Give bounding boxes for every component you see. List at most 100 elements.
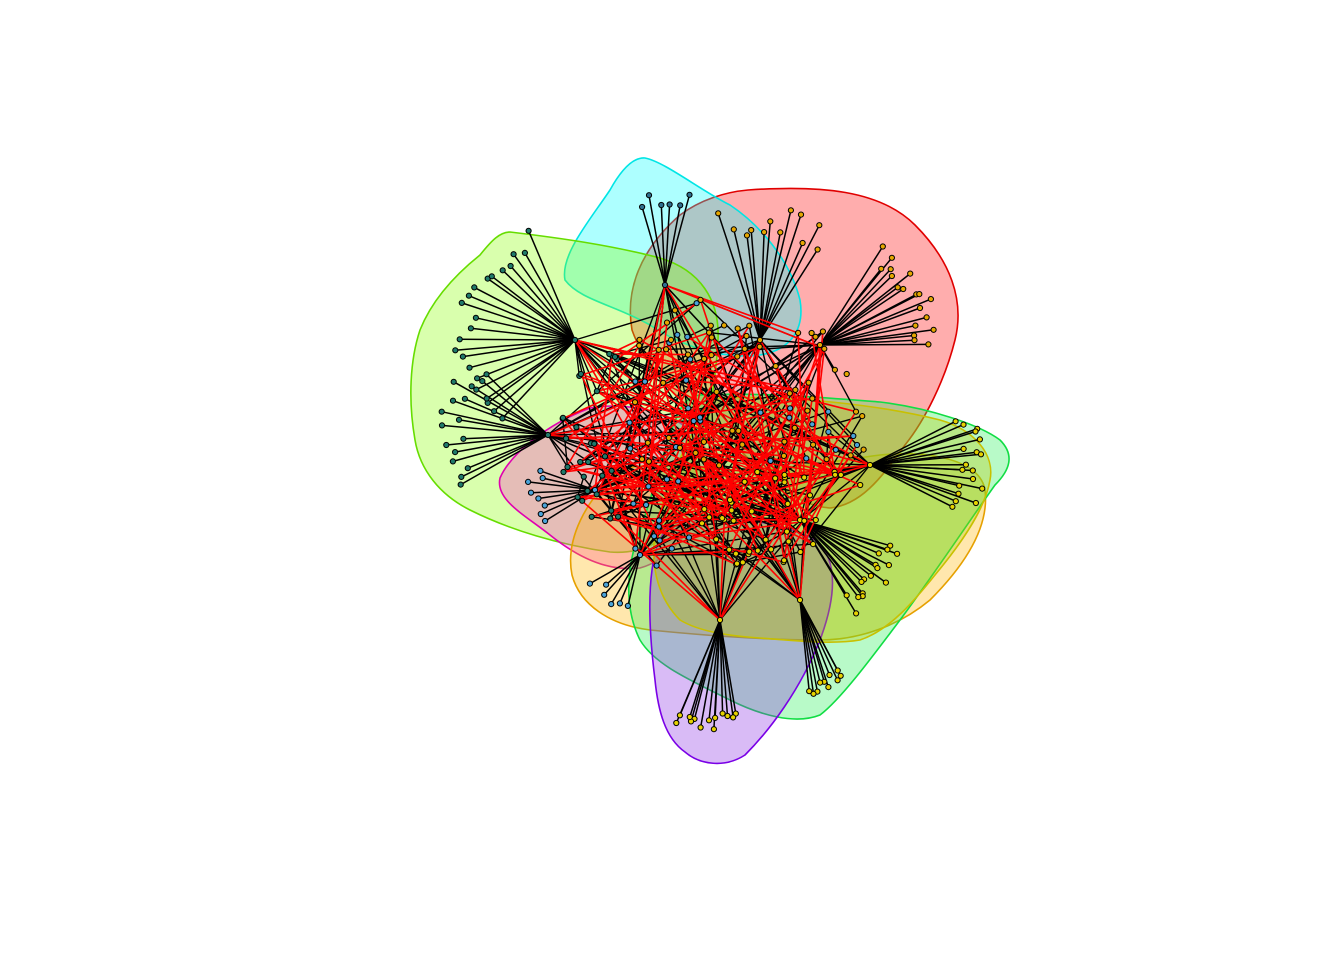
graph-node xyxy=(884,546,891,553)
graph-node xyxy=(719,515,726,522)
graph-node xyxy=(559,414,567,421)
graph-node xyxy=(701,355,708,362)
graph-node xyxy=(733,560,741,567)
graph-node xyxy=(801,517,808,524)
between-community-edge xyxy=(629,422,801,601)
within-community-edge xyxy=(512,253,576,341)
graph-node xyxy=(887,266,894,273)
graph-node xyxy=(734,353,741,360)
within-community-edge xyxy=(660,204,666,286)
within-community-edge xyxy=(469,339,576,369)
graph-node xyxy=(483,395,490,402)
graph-node xyxy=(645,483,652,490)
graph-node xyxy=(611,353,619,360)
graph-node xyxy=(799,239,806,247)
graph-node xyxy=(781,479,788,486)
graph-node xyxy=(686,713,693,721)
between-community-edge xyxy=(784,435,854,443)
between-community-edge xyxy=(639,549,758,556)
within-community-edge xyxy=(799,464,871,553)
within-community-edge xyxy=(574,339,598,392)
within-community-edge xyxy=(664,205,681,286)
graph-node xyxy=(636,342,643,349)
graph-node xyxy=(808,329,815,337)
within-community-edge xyxy=(589,554,641,585)
graph-node xyxy=(525,478,532,485)
graph-node xyxy=(916,291,923,298)
between-community-edge xyxy=(596,355,738,392)
graph-node xyxy=(781,557,788,564)
graph-node xyxy=(644,439,651,446)
between-community-edge xyxy=(581,452,696,502)
graph-node xyxy=(474,375,481,382)
within-community-edge xyxy=(799,519,890,566)
graph-node xyxy=(825,408,832,415)
graph-node xyxy=(631,399,639,406)
graph-node xyxy=(658,201,665,209)
within-community-edge xyxy=(562,417,801,601)
graph-node xyxy=(952,498,959,505)
graph-node xyxy=(850,432,857,440)
graph-node xyxy=(762,536,769,543)
graph-node xyxy=(579,497,586,504)
graph-node xyxy=(700,438,708,445)
graph-node xyxy=(701,506,708,513)
graph-node xyxy=(743,332,750,340)
graph-node xyxy=(729,427,736,434)
graph-node xyxy=(663,476,671,483)
between-community-edge xyxy=(577,496,721,621)
graph-node xyxy=(716,462,723,469)
graph-node xyxy=(834,677,841,684)
graph-node xyxy=(930,326,937,333)
within-community-edge xyxy=(441,424,549,436)
between-community-edge xyxy=(664,284,772,460)
graph-node xyxy=(459,353,466,360)
graph-node xyxy=(814,246,821,253)
graph-node xyxy=(601,591,608,598)
graph-node xyxy=(857,481,864,489)
graph-node xyxy=(810,541,817,548)
graph-node xyxy=(535,495,542,502)
within-community-edge xyxy=(799,519,898,555)
graph-node xyxy=(606,350,613,358)
graph-node xyxy=(450,378,457,385)
graph-node xyxy=(585,458,592,466)
graph-node xyxy=(786,390,793,397)
within-community-edge xyxy=(485,373,549,436)
graph-node xyxy=(716,616,724,624)
within-community-edge xyxy=(708,619,721,721)
graph-node xyxy=(653,562,660,569)
graph-node xyxy=(724,712,731,720)
within-community-edge xyxy=(709,331,821,346)
within-community-edge xyxy=(452,434,549,463)
graph-node xyxy=(466,364,473,371)
graph-node xyxy=(663,319,671,326)
graph-node xyxy=(591,440,598,447)
graph-node xyxy=(812,516,819,524)
graph-node xyxy=(923,314,930,321)
within-community-edge xyxy=(759,232,782,341)
graph-node xyxy=(791,424,798,431)
graph-node xyxy=(735,427,742,434)
between-community-edge xyxy=(610,517,784,563)
within-community-edge xyxy=(869,464,963,471)
graph-node xyxy=(972,499,980,507)
graph-node xyxy=(438,422,446,429)
between-community-edge xyxy=(730,382,810,511)
graph-node xyxy=(560,468,567,476)
graph-node xyxy=(542,517,549,525)
graph-node xyxy=(748,508,755,515)
graph-node xyxy=(684,333,691,340)
graph-node xyxy=(726,496,734,503)
graph-node xyxy=(677,202,684,209)
graph-node xyxy=(472,314,479,321)
between-community-edge xyxy=(562,345,640,473)
graph-node xyxy=(577,458,584,466)
graph-node xyxy=(460,435,467,442)
graph-node xyxy=(907,270,914,277)
between-community-edge xyxy=(594,471,835,491)
graph-node xyxy=(761,229,768,236)
between-community-edge xyxy=(695,452,814,545)
graph-node xyxy=(706,329,713,336)
graph-node xyxy=(743,232,751,239)
